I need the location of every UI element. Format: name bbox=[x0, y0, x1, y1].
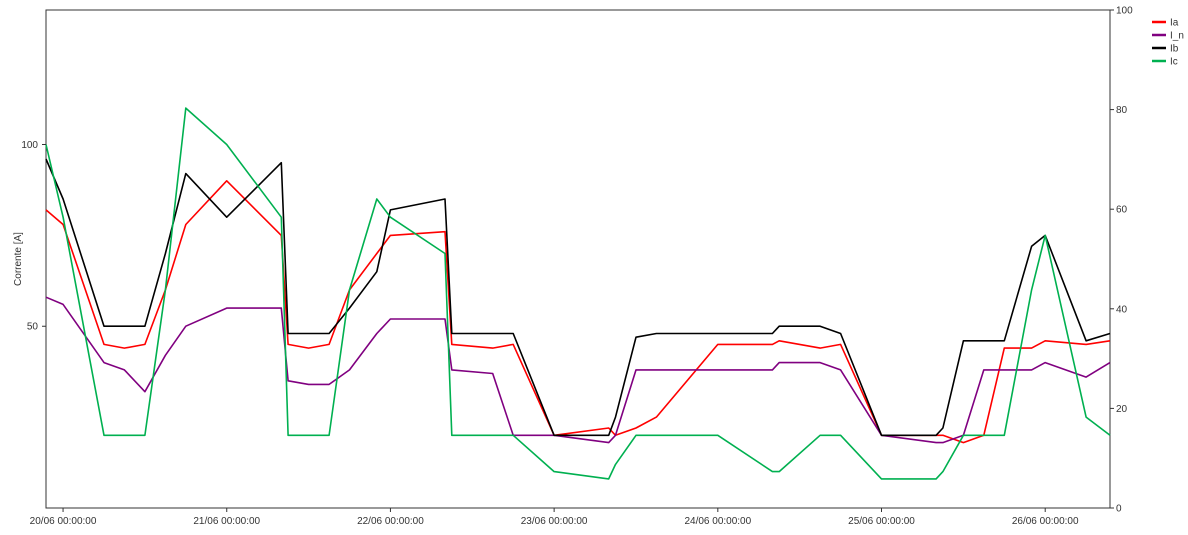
y-axis-title: Corrente [A] bbox=[13, 232, 24, 286]
x-tick-label: 23/06 00:00:00 bbox=[521, 516, 588, 527]
y2-tick-label: 80 bbox=[1116, 105, 1128, 116]
x-tick-label: 21/06 00:00:00 bbox=[193, 516, 260, 527]
y-tick-label: 50 bbox=[27, 322, 39, 333]
legend-label-ib: Ib bbox=[1170, 44, 1179, 55]
plot-area bbox=[45, 9, 1111, 509]
legend: Ia I_n Ib Ic bbox=[1152, 18, 1184, 68]
x-tick-label: 20/06 00:00:00 bbox=[30, 516, 97, 527]
x-axis: 20/06 00:00:00 21/06 00:00:00 22/06 00:00:… bbox=[30, 508, 1079, 527]
x-tick-label: 22/06 00:00:00 bbox=[357, 516, 424, 527]
series-line-ib bbox=[45, 158, 1111, 437]
y2-tick-label: 40 bbox=[1116, 304, 1128, 315]
y2-tick-label: 20 bbox=[1116, 404, 1128, 415]
y-tick-label: 100 bbox=[21, 140, 38, 151]
right-axis: 0 20 40 60 80 100 bbox=[1110, 6, 1133, 515]
legend-label-i-n: I_n bbox=[1170, 31, 1184, 42]
y2-tick-label: 60 bbox=[1116, 205, 1128, 216]
left-axis: 50 100 bbox=[21, 140, 46, 333]
x-tick-label: 24/06 00:00:00 bbox=[684, 516, 751, 527]
legend-label-ic: Ic bbox=[1170, 57, 1178, 68]
x-tick-label: 26/06 00:00:00 bbox=[1012, 516, 1079, 527]
y2-tick-label: 100 bbox=[1116, 6, 1133, 17]
x-tick-label: 25/06 00:00:00 bbox=[848, 516, 915, 527]
series-line-ic bbox=[45, 107, 1111, 480]
y2-tick-label: 0 bbox=[1116, 504, 1122, 515]
legend-label-ia: Ia bbox=[1170, 18, 1179, 29]
series-layer bbox=[45, 107, 1111, 480]
